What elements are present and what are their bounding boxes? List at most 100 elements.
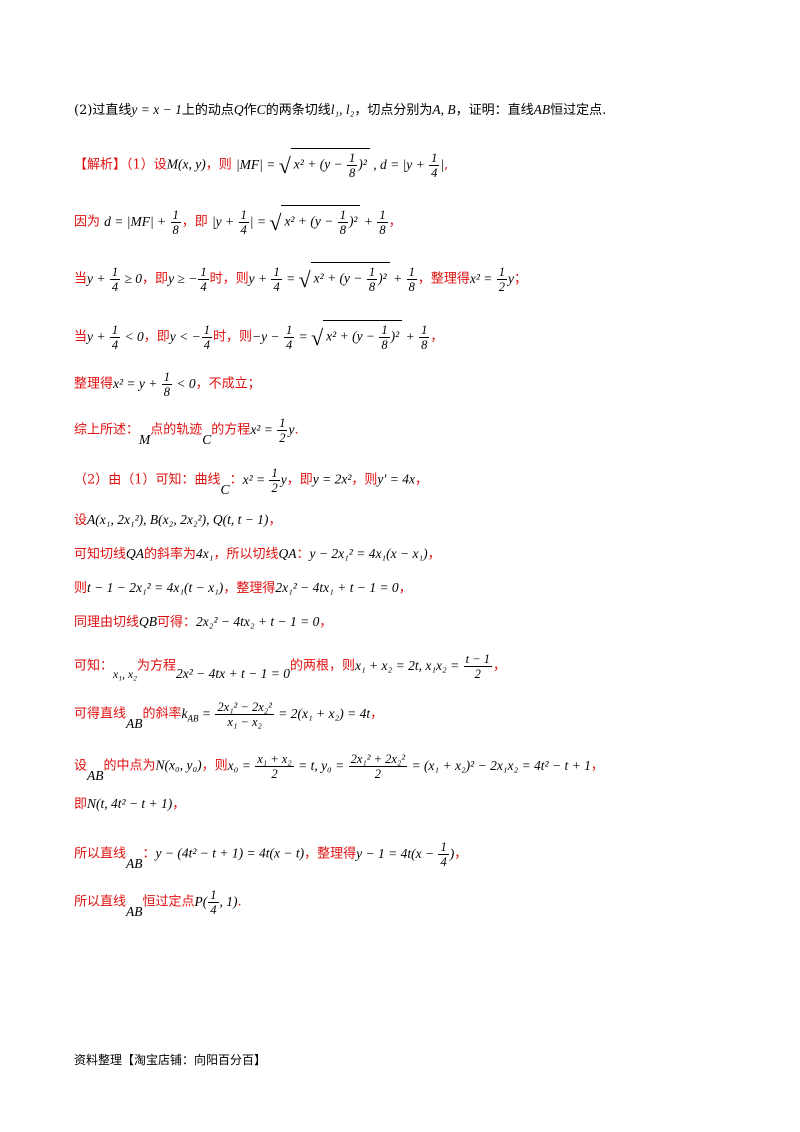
text: 上的动点: [181, 103, 234, 118]
analysis-tag: 【解析】: [74, 157, 127, 173]
math: QA: [278, 546, 297, 561]
solution-line-12: 可知：x₁, x₂为方程2x² − 4tx + t − 1 = 0的两根，则x₁…: [74, 652, 760, 681]
solution-line-15: 即N(t, 4t² − t + 1)，: [74, 794, 760, 815]
text: ，: [493, 658, 507, 674]
math: M: [139, 431, 151, 447]
math: y − (4t² − t + 1) = 4t(x − t): [155, 845, 305, 861]
text: 当: [74, 271, 88, 287]
text: ,: [444, 157, 449, 173]
math-mf-distance: |MF| = √ x² + (y − 1 8)² , d = |y + 1 4 |: [236, 148, 444, 180]
text: 可知：: [74, 658, 114, 674]
text: 可得：: [157, 615, 197, 630]
solution-line-7: （2）由（1）可知：曲线C：x² = 1 2 y，即y = 2x²，则y′ = 4x…: [74, 466, 760, 497]
math: y − 1 = 4t(x − 1 4): [356, 840, 455, 869]
text: ，即: [143, 329, 170, 345]
problem-part2: (2)过直线y = x − 1上的动点Q作C的两条切线l₁, l₂，切点分别为A…: [74, 100, 760, 121]
math: C: [202, 431, 212, 447]
math: AB: [126, 903, 143, 919]
text: ，整理得: [304, 846, 357, 862]
text: ，证明：直线: [455, 103, 534, 118]
math: A(x₁, 2x₁²), B(x₂, 2x₂²), Q(t, t − 1): [87, 512, 269, 527]
math: AB: [87, 767, 104, 783]
text: .: [294, 422, 299, 438]
math: l₁, l₂: [330, 102, 355, 117]
math: M(x, y): [166, 156, 206, 172]
text: ，: [430, 329, 444, 345]
text: ：: [229, 472, 243, 488]
text: ，则: [351, 472, 378, 488]
math: 2x₁² − 4tx₁ + t − 1 = 0: [275, 580, 399, 595]
text: 当: [74, 329, 88, 345]
math: N(t, 4t² − t + 1): [87, 796, 173, 811]
math: QB: [139, 614, 158, 629]
text: ，即: [142, 271, 169, 287]
text: ，整理得: [223, 581, 276, 596]
text: 即: [74, 797, 88, 812]
solution-line-2: 因为 d = |MF| + 1 8 ，即 |y + 1 4 | = √ x² + (y −…: [74, 205, 760, 237]
text: ，所以切线: [213, 547, 279, 562]
solution-line-11: 同理由切线QB可得：2x₂² − 4tx₂ + t − 1 = 0，: [74, 612, 760, 633]
text: （2）由（1）可知：曲线: [74, 472, 221, 488]
text: ，切点分别为: [354, 103, 433, 118]
text: 作: [243, 103, 257, 118]
text: 所以直线: [74, 894, 127, 910]
text: ，: [268, 513, 282, 528]
math: 2x₂² − 4tx₂ + t − 1 = 0: [196, 614, 320, 629]
text: 时，则: [212, 329, 252, 345]
text: 则: [74, 581, 88, 596]
text: 的方程: [211, 422, 251, 438]
text: ，: [319, 615, 333, 630]
text: 的两根，则: [289, 658, 355, 674]
text: ，则: [201, 758, 228, 774]
math: t − 1 − 2x₁² = 4x₁(t − x₁): [87, 580, 224, 595]
text: 设: [74, 758, 88, 774]
text: 的两条切线: [265, 103, 331, 118]
text: ：: [142, 846, 156, 862]
text: ，: [370, 706, 384, 722]
text: 的斜率: [142, 706, 182, 722]
text: (2)过直线: [74, 103, 132, 118]
math: QA: [126, 546, 145, 561]
text: 设: [74, 513, 88, 528]
text: 综上所述：: [74, 422, 140, 438]
math: 2x² − 4tx + t − 1 = 0: [176, 665, 290, 681]
text: ，整理得: [417, 271, 470, 287]
text: ，: [398, 581, 412, 596]
text: 的中点为: [103, 758, 156, 774]
math: x₀ = x₁ + x₂ 2 = t, y₀ = 2x₁² + 2x₂² 2 = (…: [227, 752, 591, 781]
solution-line-16: 所以直线AB：y − (4t² − t + 1) = 4t(x − t)，整理得…: [74, 840, 760, 871]
text: ：: [296, 547, 310, 562]
math: P(1 4, 1): [194, 888, 238, 917]
math: N(x₀, y₀): [155, 757, 202, 773]
math: x₁, x₂: [113, 668, 137, 681]
math: y − 2x₁² = 4x₁(x − x₁): [309, 546, 428, 561]
solution-line-1: 【解析】（1）设M(x, y)，则 |MF| = √ x² + (y − 1 8)²…: [74, 148, 760, 180]
text: 同理由切线: [74, 615, 140, 630]
math: y = x − 1: [131, 102, 182, 117]
math: y = 2x²: [312, 471, 352, 487]
text: ，不成立；: [195, 376, 261, 392]
math: AB: [126, 855, 143, 871]
math: AB: [533, 102, 551, 117]
text: ，: [427, 547, 441, 562]
math: 4x₁: [196, 546, 214, 561]
solution-line-13: 可得直线AB的斜率kAB = 2x₁² − 2x₂² x₁ − x₂ = 2(x₁…: [74, 700, 760, 731]
text: 整理得: [74, 376, 114, 392]
text: 点的轨迹: [150, 422, 203, 438]
text: ，即: [181, 214, 208, 230]
text: 的斜率为: [144, 547, 197, 562]
solution-line-14: 设AB的中点为N(x₀, y₀)，则x₀ = x₁ + x₂ 2 = t, y₀ …: [74, 752, 760, 783]
text: ，: [172, 797, 186, 812]
math: y′ = 4x: [377, 471, 415, 487]
